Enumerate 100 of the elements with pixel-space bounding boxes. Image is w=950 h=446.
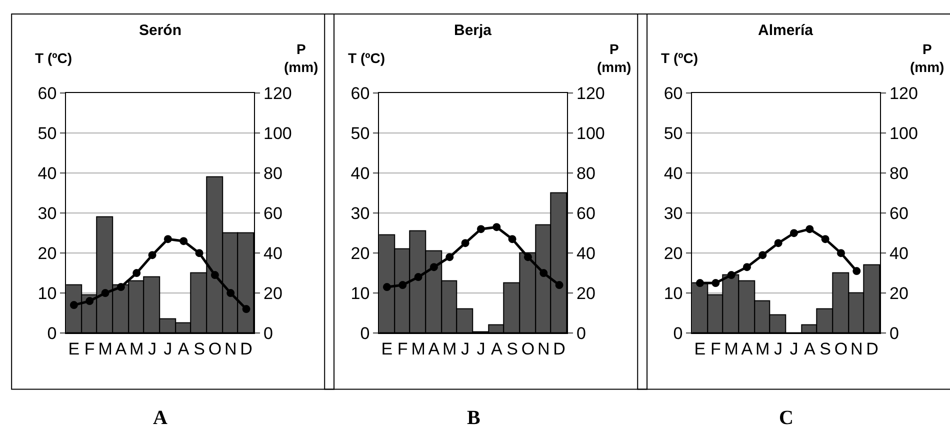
- y-tick-label: 10: [350, 284, 370, 303]
- y2-tick-label: 120: [576, 84, 605, 104]
- point: [132, 269, 141, 278]
- x-tick-label: N: [850, 339, 863, 358]
- text: B: [467, 407, 480, 429]
- chart-title: Almería: [758, 22, 814, 39]
- x-tick-label: E: [694, 339, 706, 358]
- x-tick-label: M: [130, 339, 144, 358]
- x-tick-label: N: [537, 339, 550, 358]
- x-tick-label: D: [240, 339, 252, 358]
- point: [180, 237, 188, 246]
- point: [696, 279, 704, 288]
- point: [382, 283, 391, 292]
- point: [226, 289, 235, 298]
- y2-axis-title: P (mm): [284, 41, 318, 76]
- point: [414, 273, 422, 282]
- x-tick-label: J: [164, 339, 172, 358]
- y2-tick-label: 120: [264, 84, 292, 104]
- point: [86, 297, 94, 306]
- chart-title: Serón: [139, 22, 182, 39]
- point: [492, 223, 501, 232]
- x-tick-label: J: [790, 339, 798, 358]
- point: [821, 235, 830, 244]
- point: [164, 235, 172, 244]
- y-tick-label: 20: [664, 244, 683, 264]
- point: [430, 263, 438, 272]
- point: [70, 301, 78, 310]
- x-tick-label: D: [866, 339, 878, 358]
- x-tick-label: F: [84, 339, 95, 358]
- point: [712, 279, 720, 288]
- y-tick-label: 50: [38, 124, 57, 144]
- y2-tick-label: 80: [264, 164, 282, 184]
- x-tick-label: A: [741, 339, 754, 358]
- y2-tick-label: 80: [890, 164, 908, 184]
- y-tick-label: 60: [38, 84, 57, 104]
- y-tick-label: 10: [38, 284, 57, 303]
- y-tick-label: 50: [664, 124, 683, 144]
- y2-tick-label: 60: [264, 204, 282, 224]
- x-tick-label: A: [428, 339, 440, 358]
- x-tick-label: S: [506, 339, 518, 358]
- x-tick-label: O: [521, 339, 535, 358]
- y-tick-label: 30: [350, 204, 370, 224]
- y2-tick-label: 100: [576, 124, 605, 144]
- point: [806, 225, 814, 234]
- point: [476, 225, 485, 234]
- y2-tick-label: 20: [576, 284, 596, 303]
- x-tick-label: O: [208, 339, 222, 358]
- x-tick-label: M: [756, 339, 770, 358]
- y2-tick-label: 40: [264, 244, 282, 264]
- y-tick-label: 10: [664, 284, 683, 303]
- point: [398, 281, 407, 290]
- point: [524, 253, 532, 262]
- y-axis-title: T (ºC): [348, 50, 385, 66]
- y2-tick-label: 0: [264, 324, 273, 343]
- x-tick-label: N: [224, 339, 237, 358]
- y2-tick-label: 20: [890, 284, 908, 303]
- x-tick-label: J: [476, 339, 486, 358]
- y-tick-label: 0: [360, 324, 370, 343]
- point: [540, 269, 548, 278]
- point: [195, 249, 204, 258]
- point: [790, 229, 798, 238]
- y-axis-title: T (ºC): [661, 50, 698, 66]
- y-tick-label: 60: [350, 84, 370, 104]
- y2-tick-label: 80: [576, 164, 596, 184]
- x-tick-label: A: [115, 339, 128, 358]
- y2-tick-label: 0: [890, 324, 900, 343]
- x-tick-label: M: [442, 339, 457, 358]
- y-tick-label: 0: [47, 324, 57, 343]
- point: [242, 305, 250, 314]
- point: [727, 271, 736, 280]
- point: [461, 239, 470, 248]
- point: [210, 271, 219, 280]
- point: [758, 251, 767, 260]
- chart-title: Berja: [454, 22, 492, 39]
- y2-tick-label: 0: [576, 324, 586, 343]
- x-tick-label: A: [178, 339, 190, 358]
- x-tick-label: J: [774, 339, 783, 358]
- x-tick-label: J: [461, 339, 470, 358]
- y2-tick-label: 60: [890, 204, 908, 224]
- x-tick-label: A: [490, 339, 503, 358]
- y-tick-label: 20: [350, 244, 370, 264]
- y-axis-title: T (ºC): [35, 50, 72, 66]
- x-tick-label: M: [724, 339, 738, 358]
- x-tick-label: E: [381, 339, 393, 358]
- point: [101, 289, 110, 298]
- y-tick-label: 0: [673, 324, 683, 343]
- y2-tick-label: 40: [890, 244, 908, 264]
- y-tick-label: 50: [350, 124, 370, 144]
- y-tick-label: 40: [38, 164, 57, 184]
- y2-tick-label: 60: [576, 204, 596, 224]
- y-tick-label: 40: [664, 164, 683, 184]
- y-tick-label: 20: [38, 244, 57, 264]
- y2-axis-title: P (mm): [910, 41, 944, 76]
- x-tick-label: F: [397, 339, 408, 358]
- x-tick-label: J: [148, 339, 157, 358]
- x-tick-label: M: [98, 339, 112, 358]
- y2-axis-title: P (mm): [597, 41, 632, 76]
- point: [446, 253, 454, 262]
- point: [555, 281, 564, 290]
- y-tick-label: 30: [38, 204, 57, 224]
